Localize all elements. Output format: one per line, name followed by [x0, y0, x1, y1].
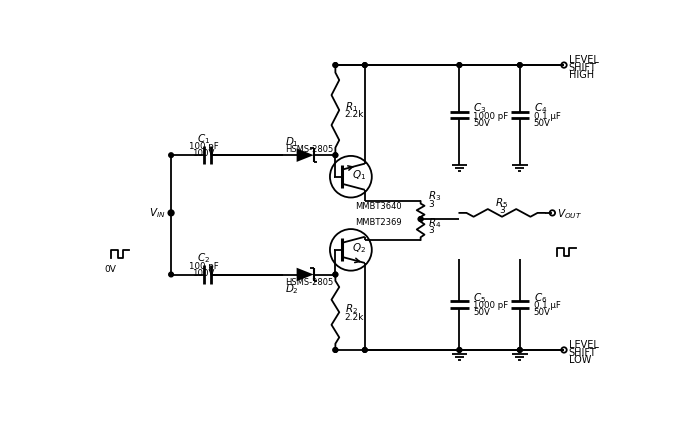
- Circle shape: [363, 348, 367, 352]
- Circle shape: [363, 348, 367, 352]
- Text: $C_4$: $C_4$: [534, 101, 547, 115]
- Text: 3: 3: [499, 206, 505, 215]
- Text: MMBT2369: MMBT2369: [355, 217, 401, 227]
- Text: MMBT3640: MMBT3640: [355, 201, 401, 210]
- Circle shape: [457, 348, 462, 352]
- Text: $C_3$: $C_3$: [473, 101, 487, 115]
- Text: LEVEL: LEVEL: [569, 55, 598, 65]
- Text: 2.2k: 2.2k: [345, 110, 364, 119]
- Circle shape: [517, 348, 522, 352]
- Text: $Q_1$: $Q_1$: [352, 168, 366, 182]
- Circle shape: [333, 154, 338, 158]
- Text: $C_5$: $C_5$: [473, 290, 487, 304]
- Text: 2.2k: 2.2k: [345, 312, 364, 321]
- Text: HSMS-2805: HSMS-2805: [285, 145, 333, 153]
- Text: 100V: 100V: [192, 268, 215, 277]
- Text: 1000 pF: 1000 pF: [473, 300, 509, 309]
- Circle shape: [333, 348, 338, 352]
- Text: $C_2$: $C_2$: [197, 251, 210, 265]
- Circle shape: [418, 217, 423, 222]
- Circle shape: [363, 64, 367, 68]
- Text: $C_6$: $C_6$: [534, 290, 547, 304]
- Text: 50V: 50V: [473, 118, 490, 127]
- Text: $Q_2$: $Q_2$: [352, 241, 366, 255]
- Text: 100 pF: 100 pF: [189, 261, 219, 270]
- Circle shape: [333, 273, 338, 277]
- Circle shape: [168, 154, 173, 158]
- Circle shape: [333, 64, 338, 68]
- Circle shape: [457, 64, 462, 68]
- Text: $C_1$: $C_1$: [197, 132, 210, 146]
- Text: $D_1$: $D_1$: [285, 135, 299, 149]
- Text: $R_3$: $R_3$: [428, 189, 442, 203]
- Text: 3: 3: [428, 226, 434, 235]
- Circle shape: [517, 348, 522, 352]
- Text: 100V: 100V: [192, 149, 215, 158]
- Circle shape: [517, 64, 522, 68]
- Circle shape: [168, 273, 173, 277]
- Text: 0V: 0V: [104, 264, 116, 273]
- Text: $V_{IN}$: $V_{IN}$: [149, 206, 166, 220]
- Text: 0.1 µF: 0.1 µF: [534, 300, 561, 309]
- Text: 50V: 50V: [534, 118, 551, 127]
- Circle shape: [333, 273, 338, 277]
- Circle shape: [517, 64, 522, 68]
- Text: LOW: LOW: [569, 355, 591, 365]
- Text: HIGH: HIGH: [569, 70, 593, 80]
- Text: 0.1 µF: 0.1 µF: [534, 112, 561, 120]
- Text: 50V: 50V: [473, 307, 490, 316]
- Text: HSMS-2805: HSMS-2805: [285, 277, 333, 286]
- Text: $R_4$: $R_4$: [428, 216, 442, 230]
- Text: $D_2$: $D_2$: [285, 282, 299, 296]
- Text: 50V: 50V: [534, 307, 551, 316]
- Circle shape: [168, 211, 173, 216]
- Circle shape: [333, 64, 338, 68]
- Text: $R_1$: $R_1$: [345, 100, 358, 114]
- Text: SHIFT: SHIFT: [569, 62, 596, 72]
- Circle shape: [457, 64, 462, 68]
- Text: 1000 pF: 1000 pF: [473, 112, 509, 120]
- Text: SHIFT: SHIFT: [569, 347, 596, 357]
- Polygon shape: [296, 149, 314, 163]
- Text: $R_5$: $R_5$: [496, 196, 509, 210]
- Text: 3: 3: [428, 200, 434, 209]
- Text: 100 pF: 100 pF: [189, 142, 219, 151]
- Circle shape: [333, 348, 338, 352]
- Text: LEVEL: LEVEL: [569, 339, 598, 349]
- Circle shape: [418, 217, 423, 222]
- Circle shape: [363, 64, 367, 68]
- Text: $V_{OUT}$: $V_{OUT}$: [557, 207, 582, 220]
- Circle shape: [457, 348, 462, 352]
- Circle shape: [333, 154, 338, 158]
- Text: $R_2$: $R_2$: [345, 302, 358, 316]
- Polygon shape: [296, 268, 314, 282]
